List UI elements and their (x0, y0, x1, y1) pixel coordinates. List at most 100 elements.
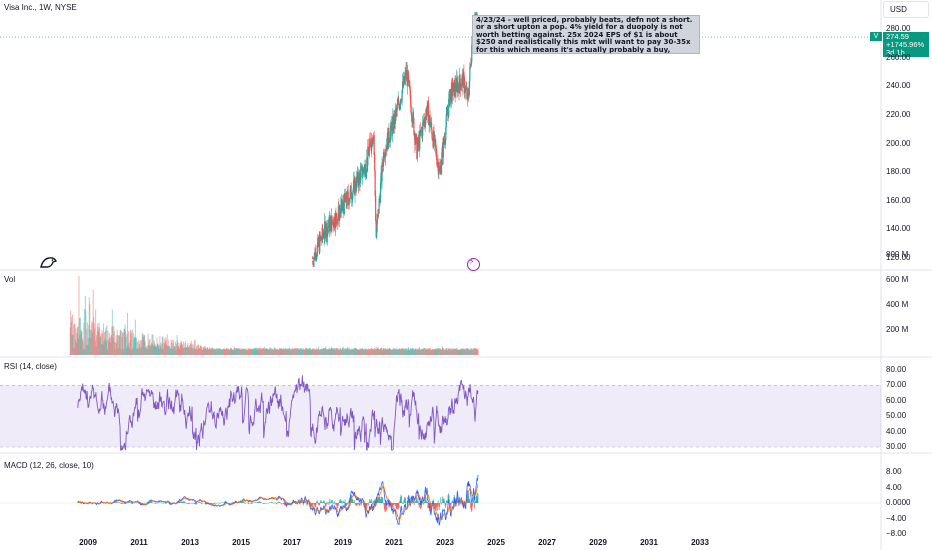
volume-bar (270, 347, 272, 355)
volume-bar (367, 349, 369, 355)
volume-bar (287, 349, 289, 355)
volume-bar (333, 348, 335, 355)
macd-histogram-bar (371, 498, 373, 503)
volume-bar (69, 327, 71, 355)
volume-bar (137, 339, 139, 355)
chart-title: Visa Inc., 1W, NYSE (4, 3, 77, 12)
volume-bar (462, 348, 464, 355)
volume-bar (269, 347, 271, 355)
volume-bar (453, 348, 455, 355)
volume-bar (376, 349, 378, 355)
annotation-note[interactable]: 4/23/24 - well priced, probably beats, d… (472, 15, 700, 54)
volume-bar (73, 347, 75, 355)
volume-bar (335, 347, 337, 355)
candle-body (391, 121, 393, 136)
candle-body (327, 226, 329, 228)
candle-body (334, 213, 337, 229)
earnings-event-icon[interactable] (467, 257, 480, 271)
candle-body (457, 83, 460, 87)
candle-body (414, 141, 416, 145)
volume-bar (434, 349, 436, 355)
volume-bar (460, 348, 462, 355)
volume-bar (124, 324, 126, 355)
macd-histogram-bar (368, 503, 370, 506)
macd-histogram-bar (158, 502, 160, 503)
time-axis-label: 2033 (691, 538, 709, 547)
volume-bar (179, 349, 181, 355)
price-tick-label: 200.00 (886, 138, 911, 148)
volume-bar (411, 348, 413, 355)
candle-body (463, 76, 466, 94)
volume-bar (163, 338, 165, 355)
volume-bar (396, 348, 398, 355)
candle-body (400, 99, 402, 101)
volume-bar (439, 348, 441, 355)
volume-bar (85, 309, 87, 355)
volume-bar (91, 323, 93, 355)
volume-bar (116, 342, 118, 355)
volume-bar (398, 349, 400, 355)
volume-bar (140, 340, 142, 355)
macd-histogram-bar (401, 501, 403, 503)
candle-body (333, 217, 336, 227)
candle-body (464, 87, 466, 93)
volume-bar (118, 334, 120, 355)
macd-histogram-bar (260, 502, 262, 503)
volume-bar (158, 348, 160, 355)
candle-body (358, 173, 360, 187)
volume-bar (182, 347, 184, 355)
volume-bar (357, 349, 359, 355)
volume-bar (294, 348, 296, 355)
volume-bar (380, 348, 382, 355)
volume-bar (454, 348, 456, 355)
volume-bar (306, 349, 308, 355)
volume-bar (248, 348, 250, 355)
volume-bar (86, 322, 88, 355)
currency-selector[interactable]: USD (883, 1, 929, 18)
volume-bar (477, 348, 479, 355)
volume-bar (153, 346, 155, 355)
volume-bar (334, 348, 336, 355)
macd-histogram-bar (308, 502, 310, 503)
time-axis-label: 2025 (487, 538, 505, 547)
volume-bar (400, 349, 402, 355)
volume-bar (403, 349, 405, 355)
macd-histogram-bar (315, 503, 317, 505)
volume-bar (106, 325, 108, 355)
time-axis-label: 2019 (334, 538, 352, 547)
volume-bar (74, 324, 76, 355)
volume-bar (223, 348, 225, 355)
volume-bar (81, 330, 83, 355)
macd-histogram-bar (121, 503, 123, 504)
volume-bar (434, 349, 436, 355)
volume-bar (309, 348, 311, 355)
volume-bar (166, 334, 168, 355)
volume-bar (186, 344, 188, 355)
candle-body (449, 93, 451, 106)
candle-body (400, 99, 402, 105)
volume-bar (457, 349, 459, 355)
volume-bar (445, 348, 447, 355)
volume-bar (82, 348, 84, 355)
volume-bar (117, 348, 119, 355)
macd-histogram-bar (402, 503, 404, 504)
volume-bar (224, 348, 226, 355)
volume-bar (368, 348, 370, 355)
time-axis-label: 2009 (79, 538, 97, 547)
candle-body (319, 235, 321, 253)
volume-bar (138, 343, 140, 355)
candle-body (375, 196, 377, 221)
candle-body (401, 100, 403, 102)
macd-histogram-bar (448, 495, 450, 503)
volume-bar (397, 349, 399, 355)
volume-bar (231, 349, 233, 355)
volume-bar (451, 348, 453, 355)
volume-bar (180, 341, 182, 355)
volume-bar (321, 349, 323, 355)
candle-body (365, 175, 367, 177)
volume-bar (454, 349, 456, 355)
volume-bar (413, 349, 415, 355)
macd-histogram-bar (457, 503, 459, 507)
last-price: 274.59 (886, 32, 909, 41)
